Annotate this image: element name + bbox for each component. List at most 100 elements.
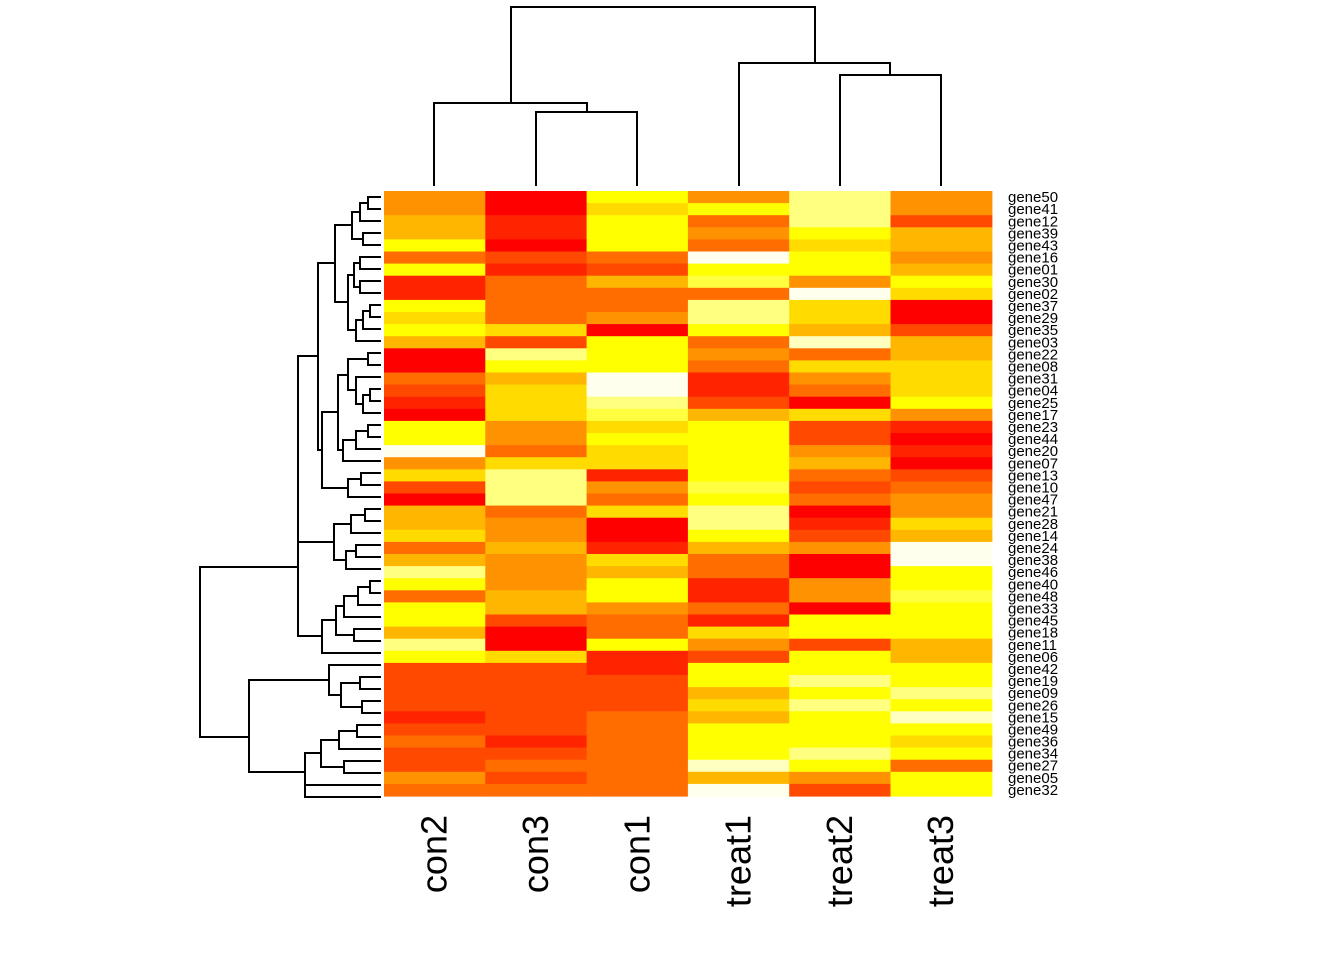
heatmap-cell xyxy=(687,699,790,712)
heatmap-cell xyxy=(687,420,790,434)
row-dendro-link-mid-j xyxy=(360,472,381,486)
heatmap-cell xyxy=(890,445,993,458)
heatmap-cell xyxy=(890,299,993,313)
heatmap-cell xyxy=(890,251,993,265)
row-label: gene23 xyxy=(1008,419,1058,436)
heatmap-cell xyxy=(789,614,892,628)
row-label: gene04 xyxy=(1008,383,1058,400)
heatmap-cell xyxy=(890,590,993,603)
heatmap-cell xyxy=(384,384,486,398)
row-dendro-link-bot-b xyxy=(361,700,381,714)
heatmap-cell xyxy=(890,529,993,543)
heatmap-cell xyxy=(384,203,486,216)
row-labels: gene50gene41gene12gene39gene43gene16gene… xyxy=(1008,189,1058,799)
row-label: gene26 xyxy=(1008,697,1058,714)
heatmap-cell xyxy=(586,493,689,507)
heatmap-cell xyxy=(890,275,993,289)
row-dendro-link-low-i xyxy=(353,628,381,642)
heatmap-cell xyxy=(789,723,892,737)
row-dendro-link-bot-j xyxy=(304,752,321,791)
heatmap-cell xyxy=(586,481,689,495)
row-label: gene29 xyxy=(1008,310,1058,327)
heatmap-cell xyxy=(687,687,790,700)
heatmap-cell xyxy=(586,687,689,700)
heatmap-cell xyxy=(485,384,588,398)
heatmap-cell xyxy=(789,324,892,337)
heatmap-cell xyxy=(890,360,993,374)
heatmap-cell xyxy=(485,420,588,434)
heatmap-cell xyxy=(687,227,790,240)
heatmap-cell xyxy=(384,505,486,519)
heatmap-cell xyxy=(890,505,993,519)
heatmap-cell xyxy=(586,638,689,652)
heatmap-cell xyxy=(586,723,689,737)
heatmap-cell xyxy=(485,687,588,700)
row-dendro-link-bot-k xyxy=(248,679,329,773)
heatmap-cell xyxy=(687,711,790,724)
heatmap-cells xyxy=(384,191,993,797)
heatmap-cell xyxy=(687,372,790,386)
heatmap-cell xyxy=(384,287,486,301)
heatmap-cell xyxy=(586,348,689,361)
row-dendro-link-upper-root xyxy=(297,355,318,589)
heatmap-cell xyxy=(586,541,689,555)
row-label: gene22 xyxy=(1008,346,1058,363)
heatmap-cell xyxy=(687,662,790,676)
heatmap-cell xyxy=(485,602,588,616)
heatmap-cell xyxy=(890,433,993,446)
heatmap-cell xyxy=(789,590,892,603)
row-label: gene35 xyxy=(1008,322,1058,339)
heatmap-cell xyxy=(485,771,588,785)
heatmap-cell xyxy=(789,735,892,749)
row-label: gene17 xyxy=(1008,407,1058,424)
heatmap-cell xyxy=(586,529,689,543)
heatmap-cell xyxy=(789,263,892,277)
heatmap-cell xyxy=(687,650,790,664)
heatmap-cell xyxy=(384,687,486,700)
row-dendro-link-top-j xyxy=(355,319,381,342)
heatmap-cell xyxy=(890,203,993,216)
heatmap-cell xyxy=(586,662,689,676)
heatmap-cell xyxy=(485,372,588,386)
row-dendro-link-bot-i xyxy=(304,784,381,798)
heatmap-cell xyxy=(485,541,588,555)
heatmap-cell xyxy=(890,675,993,688)
heatmap-cell xyxy=(384,711,486,724)
heatmap-cell xyxy=(485,239,588,253)
heatmap-cell xyxy=(485,191,588,204)
row-label: gene25 xyxy=(1008,395,1058,412)
heatmap-cell xyxy=(485,783,588,797)
column-label: treat1 xyxy=(718,815,759,907)
heatmap-cell xyxy=(687,566,790,579)
heatmap-cell xyxy=(384,554,486,567)
col-dendro-link-treat1-treat xyxy=(738,62,891,186)
heatmap-cell xyxy=(687,191,790,204)
row-dendro-link-mid-k xyxy=(347,478,381,498)
heatmap-cell xyxy=(586,771,689,785)
heatmap-cell xyxy=(586,675,689,688)
heatmap-cell xyxy=(384,433,486,446)
heatmap-cell xyxy=(687,348,790,361)
heatmap-cell xyxy=(687,457,790,470)
heatmap-cell xyxy=(384,578,486,591)
heatmap-cell xyxy=(485,457,588,470)
heatmap-cell xyxy=(384,735,486,749)
row-dendro-link-low-h xyxy=(343,595,381,618)
row-label: gene03 xyxy=(1008,334,1058,351)
column-label: con2 xyxy=(414,815,455,893)
heatmap-cell xyxy=(789,469,892,482)
heatmap-cell xyxy=(586,251,689,265)
row-dendro-link-mid-d xyxy=(355,376,381,405)
heatmap-cell xyxy=(586,505,689,519)
heatmap-cell xyxy=(890,626,993,640)
heatmap-cell xyxy=(485,675,588,688)
heatmap-cell xyxy=(384,263,486,277)
heatmap-cell xyxy=(789,602,892,616)
heatmap-cell xyxy=(384,227,486,240)
heatmap-cell xyxy=(687,324,790,337)
heatmap-cell xyxy=(384,396,486,410)
row-label: gene41 xyxy=(1008,201,1058,218)
heatmap-cell xyxy=(789,687,892,700)
row-label: gene14 xyxy=(1008,528,1058,545)
